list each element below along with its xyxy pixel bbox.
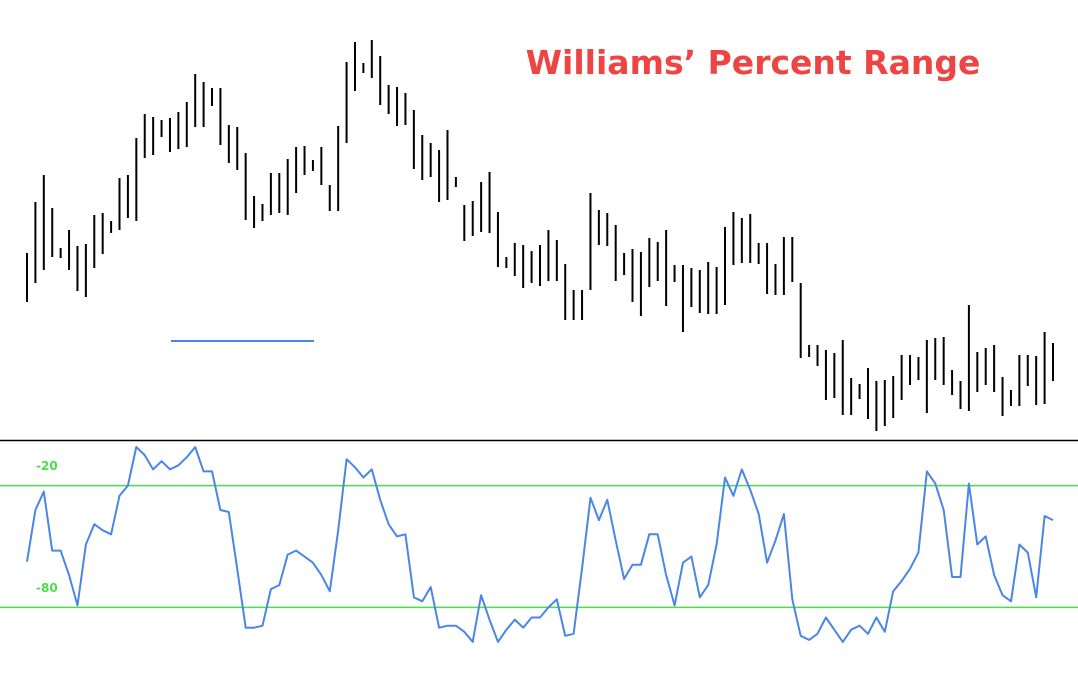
- williams-r-line: [26, 446, 1054, 643]
- y-tick-label: -20: [36, 459, 58, 473]
- y-tick-label: -80: [36, 581, 58, 595]
- chart-title: Williams’ Percent Range: [526, 43, 981, 82]
